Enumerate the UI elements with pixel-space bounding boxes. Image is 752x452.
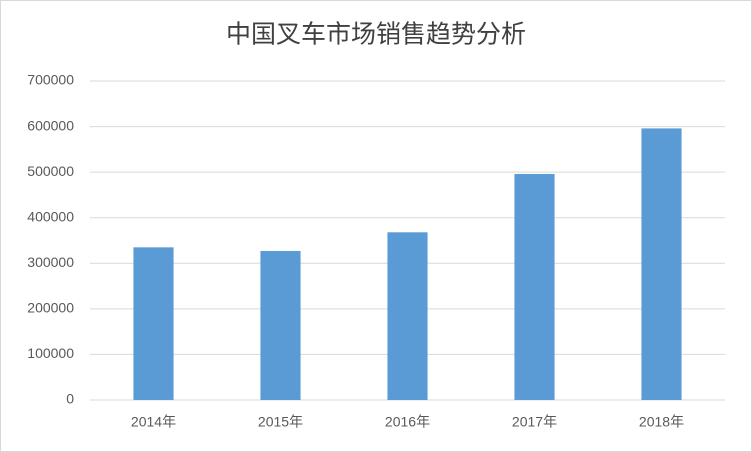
y-tick-label: 500000 <box>27 163 74 179</box>
bar <box>514 173 555 400</box>
y-tick-label: 0 <box>66 391 74 407</box>
x-tick-label: 2017年 <box>512 414 557 430</box>
y-tick-label: 300000 <box>27 254 74 270</box>
bar <box>387 232 428 400</box>
x-tick-label: 2014年 <box>131 414 176 430</box>
x-tick-label: 2018年 <box>639 414 684 430</box>
x-tick-label: 2016年 <box>385 414 430 430</box>
y-tick-label: 700000 <box>27 72 74 88</box>
x-tick-label: 2015年 <box>258 414 303 430</box>
y-tick-label: 400000 <box>27 208 74 224</box>
bar <box>641 128 682 400</box>
y-tick-label: 100000 <box>27 345 74 361</box>
bar <box>133 247 174 400</box>
bar <box>260 250 301 400</box>
y-tick-label: 200000 <box>27 300 74 316</box>
chart-title: 中国叉车市场销售趋势分析 <box>226 21 526 49</box>
y-tick-label: 600000 <box>27 117 74 133</box>
